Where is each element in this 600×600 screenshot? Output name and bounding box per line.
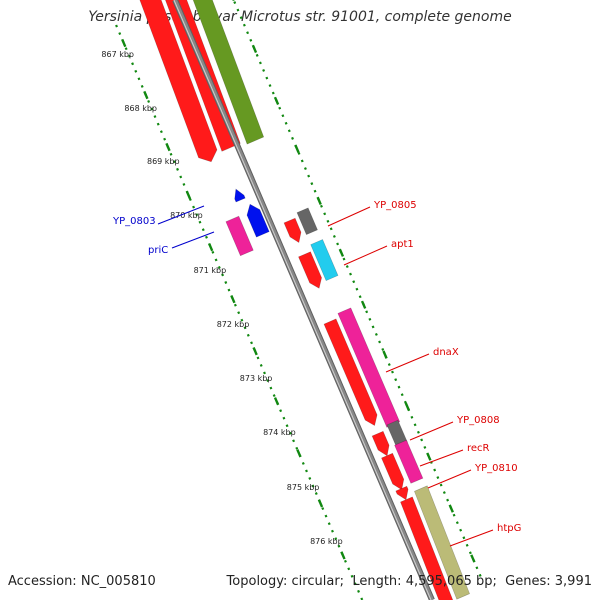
gene-labels: YP_0803 priC YP_0805 apt1 dnaX YP_0808 recR YP_…	[112, 200, 521, 547]
tick-dash	[273, 397, 280, 406]
kbp-label: 867 kbp	[101, 50, 134, 59]
tick-dash	[338, 248, 345, 257]
tick-dash	[230, 295, 236, 304]
leader-line-apt1	[343, 245, 388, 266]
outer-dotted-track	[232, 0, 483, 579]
gene-label-yp-0810: YP_0810	[474, 463, 518, 474]
length-value: 4,595,065 bp	[405, 574, 493, 589]
inner-dotted-track	[115, 24, 364, 600]
kbp-label: 872 kbp	[217, 320, 250, 329]
tick-dash	[165, 142, 171, 152]
gene-label-pric: priC	[148, 245, 168, 256]
topology-value: circular	[291, 574, 340, 589]
gene-feature-olive	[192, 0, 265, 145]
tick-dash	[404, 402, 411, 411]
tick-dash	[382, 350, 388, 359]
leader-line-yp_0805	[327, 206, 371, 227]
kbp-label: 874 kbp	[263, 428, 296, 437]
tick-dash	[426, 452, 432, 461]
tick-dash	[252, 347, 258, 356]
gene-feature-gray-0805	[296, 207, 318, 235]
gene-feature-red-recr	[381, 452, 405, 491]
kbp-label: 875 kbp	[287, 483, 320, 492]
tick-dash	[316, 196, 322, 205]
gene-feature-red-0808	[371, 430, 390, 457]
gene-label-apt1: apt1	[391, 239, 414, 250]
length-label: Length:	[352, 574, 402, 589]
gene-feature-red-0810	[395, 485, 409, 501]
leader-line-recr	[419, 449, 464, 467]
tick-marks: 867 kbp 868 kbp 869 kbp 870 kbp 871 kbp 872 k…	[101, 0, 483, 600]
kbp-label: 868 kbp	[124, 104, 157, 113]
leader-line-yp_0803	[157, 205, 205, 225]
kbp-label: 870 kbp	[170, 211, 203, 220]
gene-label-htpg: htpG	[497, 523, 521, 534]
gene-feature-red-upper	[139, 0, 218, 163]
kbp-label: 876 kbp	[310, 537, 343, 546]
accession-info: Accession: NC_005810	[8, 574, 156, 589]
tick-dash	[121, 38, 127, 48]
gene-feature-gray-0808	[386, 419, 408, 448]
tick-dash	[251, 44, 258, 54]
backbone-layer	[172, 0, 435, 600]
gene-feature-red-apt1	[298, 251, 322, 289]
gene-feature-red-0805	[283, 217, 302, 243]
gene-feature-cyan-apt1	[310, 239, 339, 281]
genome-stats: Topology: circular; Length: 4,595,065 bp…	[226, 574, 592, 589]
kbp-label: 869 kbp	[147, 157, 180, 166]
kbp-label: 871 kbp	[194, 266, 227, 275]
gene-label-yp-0803: YP_0803	[112, 216, 156, 227]
gene-label-yp-0805: YP_0805	[373, 200, 417, 211]
gene-feature-red-htpg	[400, 496, 454, 600]
tick-dash	[340, 551, 346, 560]
accession-label: Accession:	[8, 574, 77, 589]
gene-label-yp-0808: YP_0808	[456, 415, 500, 426]
gene-feature-red-dnax	[323, 318, 378, 426]
tick-dash	[296, 449, 302, 458]
leader-line-yp_0810	[427, 469, 472, 489]
leader-line-htpg	[449, 529, 494, 547]
gene-feature-khaki-htpg	[414, 485, 470, 600]
topology-label: Topology:	[226, 574, 288, 589]
genes-label: Genes:	[505, 574, 551, 589]
leader-line-pric	[171, 231, 215, 249]
tick-dash	[273, 96, 280, 105]
tick-dash	[232, 0, 236, 2]
backbone-highlight	[173, 0, 432, 600]
gene-feature-pink-dnax	[337, 307, 401, 428]
gene-label-dnax: dnaX	[433, 347, 459, 358]
tick-dash	[360, 300, 367, 309]
tick-dash	[143, 90, 149, 100]
accession-value: NC_005810	[80, 574, 156, 589]
tick-dash	[207, 242, 214, 252]
genes-value: 3,991	[554, 574, 592, 589]
tick-dash	[317, 499, 324, 508]
gene-feature-pink-recr	[394, 439, 424, 484]
gene-feature-pink-left	[225, 215, 254, 257]
gene-label-recr: recR	[467, 443, 490, 454]
tick-dash	[294, 144, 300, 153]
gene-feature-blue-small	[234, 188, 246, 203]
leader-line-yp_0808	[409, 421, 454, 441]
backbone-line	[173, 0, 434, 600]
tick-dash	[185, 190, 192, 200]
leader-line-dnax	[385, 353, 430, 373]
tick-dash	[470, 554, 476, 563]
kbp-label: 873 kbp	[240, 374, 273, 383]
tick-dash	[448, 504, 454, 513]
gene-feature-blue	[246, 203, 270, 238]
